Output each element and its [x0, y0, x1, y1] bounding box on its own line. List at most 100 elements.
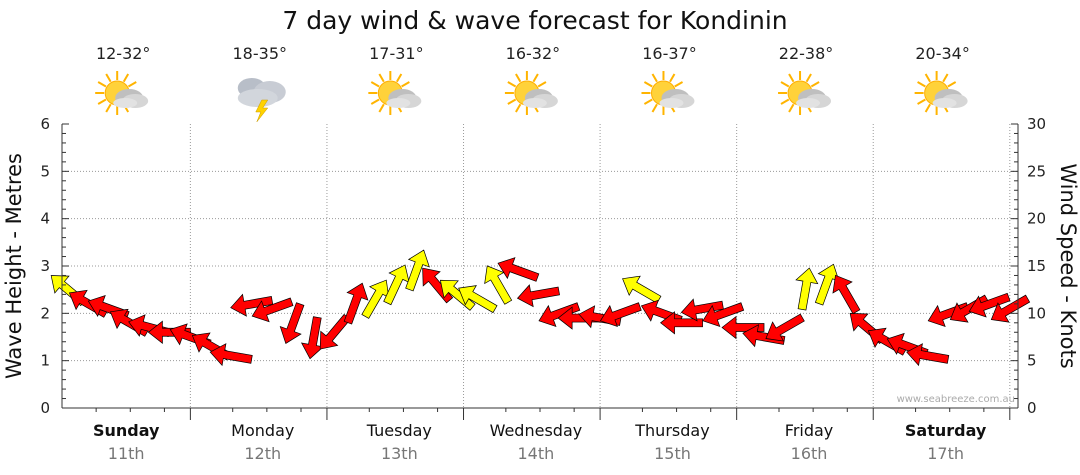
- day-date-label: 15th: [654, 444, 691, 463]
- sun-ray: [395, 73, 403, 83]
- wind-arrow: [765, 313, 805, 342]
- wind-arrow: [484, 265, 513, 305]
- sun-ray: [788, 103, 795, 113]
- sun-ray: [97, 98, 107, 105]
- sun-ray: [947, 81, 957, 88]
- left-tick-label: 1: [40, 352, 50, 370]
- cloud-shape: [522, 98, 547, 108]
- lightning-bolt: [255, 99, 269, 123]
- wind-arrow: [906, 343, 950, 367]
- wind-arrow-shape: [405, 249, 430, 292]
- sun-ray: [780, 98, 790, 105]
- wind-arrow-shape: [990, 294, 1031, 323]
- sun-ray: [942, 73, 949, 83]
- right-tick-label: 25: [1027, 162, 1046, 180]
- wind-arrow: [279, 302, 305, 345]
- wind-arrow-shape: [765, 313, 805, 342]
- wind-arrow: [497, 257, 540, 282]
- cloud-shape: [659, 98, 684, 108]
- wind-arrow-shape: [516, 284, 560, 308]
- chart-title: 7 day wind & wave forecast for Kondinin: [282, 6, 787, 35]
- sun-ray: [105, 103, 112, 113]
- wind-arrow: [191, 332, 232, 361]
- cloud-shape: [113, 98, 138, 108]
- wind-arrow: [990, 294, 1031, 323]
- sun-ray: [507, 98, 517, 105]
- day-temperature: 17-31°: [369, 44, 424, 63]
- cloud-shape: [386, 98, 411, 108]
- sun-ray: [917, 81, 926, 88]
- sun-ray: [97, 81, 107, 88]
- sun-cloud-icon: [368, 71, 422, 115]
- wind-arrow: [795, 267, 819, 311]
- sun-cloud-icon: [95, 71, 149, 115]
- sun-ray: [122, 73, 130, 83]
- sun-ray: [810, 81, 820, 88]
- sun-ray: [370, 81, 380, 88]
- sun-ray: [924, 73, 931, 83]
- wind-arrow: [622, 275, 662, 304]
- right-tick-label: 0: [1027, 399, 1037, 417]
- left-axis-label: Wave Height - Metres: [2, 153, 26, 379]
- sun-ray: [651, 103, 658, 113]
- day-date-label: 13th: [381, 444, 418, 463]
- wind-arrow-shape: [343, 282, 369, 325]
- wind-arrow: [458, 285, 498, 314]
- day-temperature: 18-35°: [233, 44, 288, 63]
- day-date-label: 11th: [108, 444, 145, 463]
- day-temperature: 16-32°: [506, 44, 561, 63]
- day-name-label: Saturday: [905, 421, 987, 440]
- wind-arrow: [128, 314, 171, 338]
- day-date-label: 16th: [791, 444, 828, 463]
- wind-arrow: [742, 324, 786, 348]
- day-name-label: Thursday: [634, 421, 709, 440]
- sun-ray: [924, 103, 931, 113]
- day-name-label: Monday: [231, 421, 294, 440]
- wind-arrow-shape: [458, 285, 498, 314]
- wind-arrow-shape: [680, 298, 724, 322]
- sun-cloud-icon: [504, 71, 558, 115]
- wind-arrow: [660, 311, 703, 335]
- sun-cloud-icon: [778, 71, 832, 115]
- day-date-label: 14th: [518, 444, 555, 463]
- wind-arrow: [832, 274, 861, 315]
- wind-arrow-shape: [497, 257, 540, 282]
- sun-ray: [643, 81, 653, 88]
- day-name-label: Wednesday: [490, 421, 583, 440]
- sun-ray: [643, 98, 653, 105]
- left-tick-label: 5: [40, 162, 50, 180]
- day-temperature: 12-32°: [96, 44, 151, 63]
- sun-cloud-icon: [914, 71, 968, 115]
- right-axis-label: Wind Speed - Knots: [1056, 163, 1080, 368]
- wind-arrow-shape: [702, 302, 745, 327]
- day-temperature: 22-38°: [779, 44, 834, 63]
- wind-arrow-shape: [832, 274, 861, 315]
- day-date-label: 17th: [927, 444, 964, 463]
- wind-arrow-shape: [906, 343, 950, 367]
- sun-ray: [651, 73, 658, 83]
- day-name-label: Tuesday: [366, 421, 432, 440]
- wind-arrow: [251, 297, 294, 323]
- sun-ray: [669, 73, 676, 83]
- cloud-shape: [932, 98, 957, 108]
- wind-arrow-shape: [795, 267, 819, 311]
- wind-arrow: [599, 302, 642, 327]
- sun-ray: [378, 103, 385, 113]
- wind-arrow-shape: [128, 314, 171, 338]
- wind-arrow: [343, 282, 369, 325]
- sun-ray: [370, 98, 380, 105]
- wind-arrow-shape: [279, 302, 305, 345]
- sun-ray: [378, 73, 385, 83]
- left-tick-label: 2: [40, 304, 50, 322]
- sun-ray: [105, 73, 112, 83]
- sun-cloud-icon: [641, 71, 695, 115]
- right-tick-label: 20: [1027, 210, 1046, 228]
- sun-ray: [507, 81, 517, 88]
- day-date-label: 12th: [244, 444, 281, 463]
- left-tick-label: 3: [40, 257, 50, 275]
- sun-ray: [780, 81, 790, 88]
- cloud-shape: [796, 98, 821, 108]
- left-tick-label: 6: [40, 115, 50, 133]
- wind-arrow-shape: [660, 311, 703, 335]
